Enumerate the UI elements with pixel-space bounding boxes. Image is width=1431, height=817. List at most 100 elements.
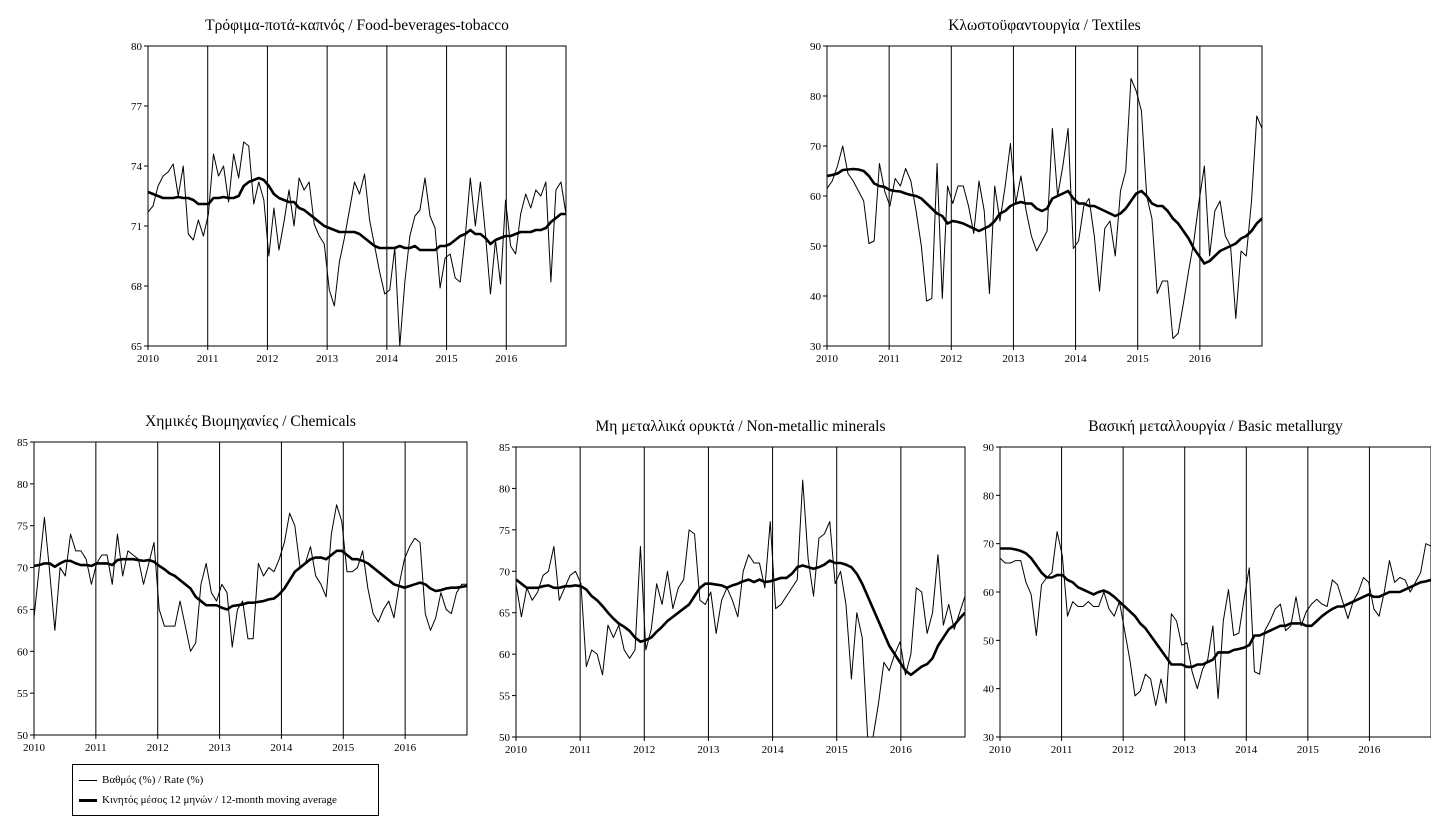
legend-label-moving-average: Κινητός μέσος 12 μηνών / 12-month moving… bbox=[102, 794, 337, 806]
y-tick-label: 74 bbox=[131, 161, 143, 173]
plot-frame bbox=[33, 441, 468, 736]
x-tick-label: 2014 bbox=[762, 744, 785, 756]
y-tick-label: 40 bbox=[983, 684, 995, 696]
chart-textiles: Κλωστοϋφαντουργία / Textiles 30 40 50 60 70 80… bbox=[715, 0, 1431, 380]
x-tick-label: 2016 bbox=[394, 742, 417, 754]
y-tick-label: 80 bbox=[131, 41, 143, 53]
legend-label-rate: Βαθμός (%) / Rate (%) bbox=[102, 774, 204, 786]
chart-svg: Χημικές Βιομηχανίες / Chemicals 50 55 60 65 7… bbox=[17, 413, 468, 754]
y-tick-label: 90 bbox=[810, 41, 822, 53]
chart-svg: Τρόφιμα-ποτά-καπνός / Food-beverages-tob… bbox=[131, 17, 567, 365]
y-tick-label: 60 bbox=[17, 646, 29, 658]
x-tick-label: 2016 bbox=[495, 353, 518, 365]
series-line-moving-average bbox=[516, 559, 965, 677]
series-line-moving-average bbox=[1000, 547, 1431, 669]
y-tick-label: 80 bbox=[810, 91, 822, 103]
y-tick-label: 70 bbox=[983, 539, 995, 551]
x-tick-label: 2010 bbox=[137, 353, 160, 365]
x-tick-label: 2010 bbox=[505, 744, 528, 756]
x-tick-label: 2016 bbox=[1358, 744, 1381, 756]
x-tick-label: 2012 bbox=[256, 353, 278, 365]
x-tick-label: 2011 bbox=[878, 353, 900, 365]
x-tick-label: 2011 bbox=[1051, 744, 1073, 756]
x-tick-label: 2012 bbox=[1112, 744, 1134, 756]
series-line-rate bbox=[34, 504, 467, 652]
chart-svg: Βασική μεταλλουργία / Basic metallurgy 30… bbox=[983, 418, 1431, 756]
y-tick-label: 60 bbox=[810, 191, 822, 203]
x-tick-label: 2013 bbox=[316, 353, 339, 365]
x-tick-label: 2016 bbox=[1189, 353, 1212, 365]
chart-title: Μη μεταλλικά ορυκτά / Non-metallic miner… bbox=[595, 418, 885, 435]
x-tick-label: 2014 bbox=[1065, 353, 1088, 365]
chart-svg: Μη μεταλλικά ορυκτά / Non-metallic miner… bbox=[499, 418, 966, 756]
y-tick-label: 65 bbox=[17, 604, 29, 616]
y-tick-label: 55 bbox=[499, 691, 511, 703]
x-tick-label: 2015 bbox=[1127, 353, 1150, 365]
plot-frame bbox=[515, 446, 966, 738]
x-tick-label: 2014 bbox=[270, 742, 293, 754]
x-tick-label: 2010 bbox=[989, 744, 1012, 756]
x-tick-label: 2014 bbox=[1235, 744, 1258, 756]
x-tick-label: 2010 bbox=[23, 742, 46, 754]
y-tick-label: 55 bbox=[17, 688, 29, 700]
legend-swatch-thick-line bbox=[79, 798, 97, 802]
series-line-moving-average bbox=[34, 549, 467, 611]
series-line-moving-average bbox=[827, 167, 1262, 265]
x-tick-label: 2012 bbox=[940, 353, 962, 365]
x-tick-label: 2011 bbox=[569, 744, 591, 756]
y-tick-label: 50 bbox=[17, 730, 29, 742]
x-tick-label: 2013 bbox=[1002, 353, 1025, 365]
chart-legend: Βαθμός (%) / Rate (%) Κινητός μέσος 12 μ… bbox=[72, 764, 379, 816]
chart-title: Βασική μεταλλουργία / Basic metallurgy bbox=[1088, 418, 1343, 435]
y-tick-label: 30 bbox=[810, 341, 822, 353]
chart-food-beverages-tobacco: Τρόφιμα-ποτά-καπνός / Food-beverages-tob… bbox=[0, 0, 715, 380]
legend-item-moving-average: Κινητός μέσος 12 μηνών / 12-month moving… bbox=[79, 794, 337, 806]
y-tick-label: 77 bbox=[131, 101, 143, 113]
y-tick-label: 30 bbox=[983, 732, 995, 744]
x-tick-label: 2015 bbox=[332, 742, 355, 754]
y-tick-label: 70 bbox=[499, 566, 511, 578]
x-tick-label: 2016 bbox=[890, 744, 913, 756]
y-tick-label: 90 bbox=[983, 442, 995, 454]
series-line-rate bbox=[1000, 531, 1431, 707]
x-tick-label: 2010 bbox=[816, 353, 839, 365]
series-line-rate bbox=[148, 141, 566, 346]
x-tick-label: 2013 bbox=[697, 744, 720, 756]
plot-frame bbox=[147, 45, 567, 347]
chart-basic-metallurgy: Βασική μεταλλουργία / Basic metallurgy 30… bbox=[967, 400, 1431, 760]
y-tick-label: 71 bbox=[131, 221, 142, 233]
y-tick-label: 80 bbox=[17, 479, 29, 491]
chart-chemicals: Χημικές Βιομηχανίες / Chemicals 50 55 60 65 7… bbox=[0, 400, 477, 760]
chart-title: Κλωστοϋφαντουργία / Textiles bbox=[948, 17, 1140, 34]
y-tick-label: 70 bbox=[17, 563, 29, 575]
x-tick-label: 2012 bbox=[147, 742, 169, 754]
y-tick-label: 68 bbox=[131, 281, 143, 293]
x-tick-label: 2013 bbox=[1174, 744, 1197, 756]
x-tick-label: 2013 bbox=[209, 742, 232, 754]
y-tick-label: 75 bbox=[17, 521, 29, 533]
y-tick-label: 40 bbox=[810, 291, 822, 303]
series-line-moving-average bbox=[148, 176, 566, 252]
y-tick-label: 85 bbox=[17, 437, 29, 449]
y-tick-label: 60 bbox=[983, 587, 995, 599]
x-tick-label: 2011 bbox=[85, 742, 107, 754]
y-tick-label: 75 bbox=[499, 525, 511, 537]
y-tick-label: 65 bbox=[131, 341, 143, 353]
y-tick-label: 65 bbox=[499, 608, 511, 620]
y-tick-label: 50 bbox=[810, 241, 822, 253]
x-tick-label: 2012 bbox=[633, 744, 655, 756]
y-tick-label: 50 bbox=[499, 732, 511, 744]
series-line-rate bbox=[516, 479, 965, 737]
series-line-rate bbox=[827, 78, 1262, 339]
y-tick-label: 80 bbox=[499, 483, 511, 495]
x-tick-label: 2011 bbox=[197, 353, 219, 365]
chart-non-metallic-minerals: Μη μεταλλικά ορυκτά / Non-metallic miner… bbox=[477, 400, 967, 760]
x-tick-label: 2014 bbox=[376, 353, 399, 365]
y-tick-label: 70 bbox=[810, 141, 822, 153]
chart-title: Τρόφιμα-ποτά-καπνός / Food-beverages-tob… bbox=[205, 17, 509, 34]
y-tick-label: 80 bbox=[983, 490, 995, 502]
y-tick-label: 60 bbox=[499, 649, 511, 661]
x-tick-label: 2015 bbox=[826, 744, 849, 756]
plot-frame bbox=[999, 446, 1431, 738]
x-tick-label: 2015 bbox=[436, 353, 459, 365]
